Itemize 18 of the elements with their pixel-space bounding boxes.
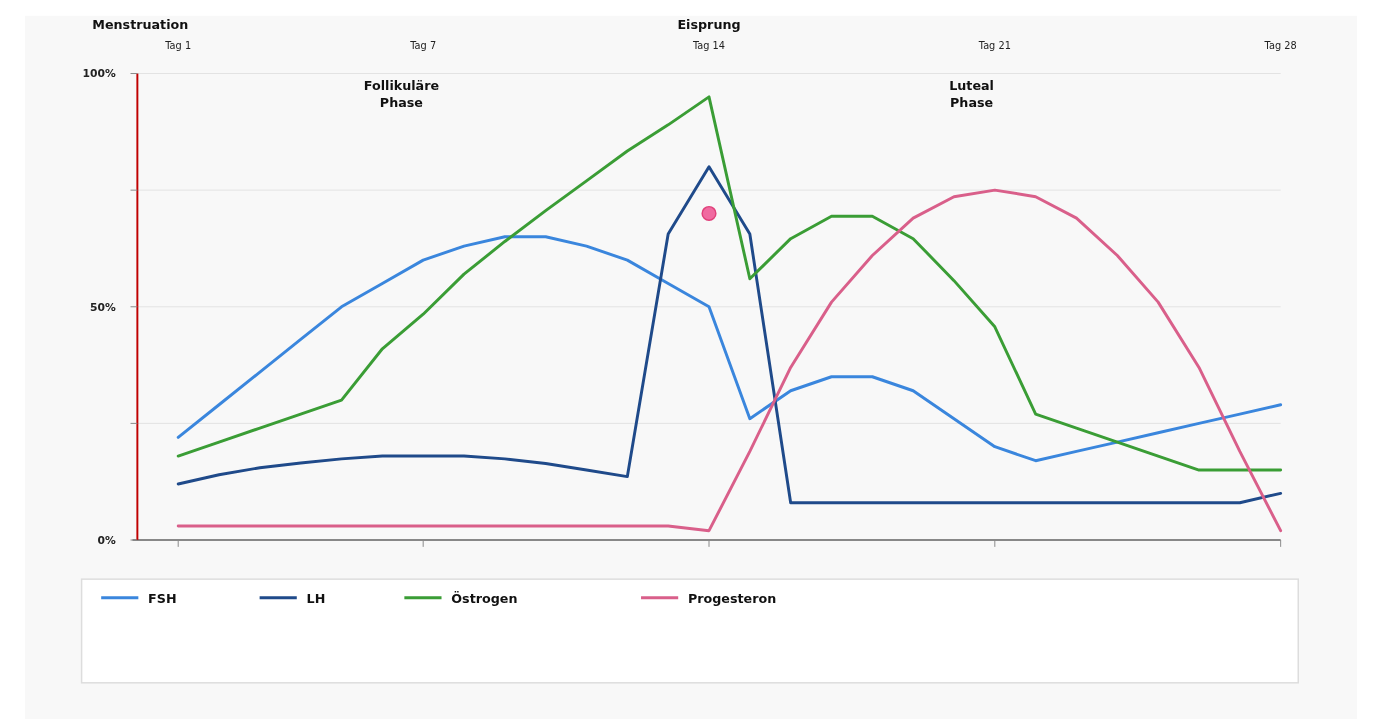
x-tick-label: Tag 21	[977, 40, 1011, 52]
annotation: Follikuläre Phase	[363, 78, 440, 110]
y-tick-label: 0%	[97, 533, 117, 547]
x-tick-label: Tag 14	[691, 40, 726, 52]
legend-label: FSH	[148, 590, 177, 606]
annotation: Luteal Phase	[949, 78, 994, 110]
x-tick-label: Tag 7	[409, 40, 437, 52]
text: Menstruation	[92, 16, 189, 32]
line-series	[176, 95, 1283, 472]
x-tick-label: Tag 1	[164, 40, 192, 52]
x-tick-label: Tag 28	[1263, 40, 1297, 52]
text: Eisprung	[677, 16, 741, 32]
y-tick-label: 50%	[90, 300, 117, 314]
legend-label: Östrogen	[451, 590, 518, 606]
legend-label: Progesteron	[687, 590, 777, 606]
legend-label: LH	[306, 590, 326, 606]
line-series	[176, 235, 1283, 463]
y-tick-label: 100%	[82, 67, 117, 81]
